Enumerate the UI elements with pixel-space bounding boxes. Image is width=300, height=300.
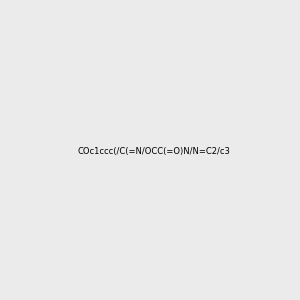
Text: COc1ccc(/C(=N/OCC(=O)N/N=C2/c3: COc1ccc(/C(=N/OCC(=O)N/N=C2/c3 (77, 147, 230, 156)
